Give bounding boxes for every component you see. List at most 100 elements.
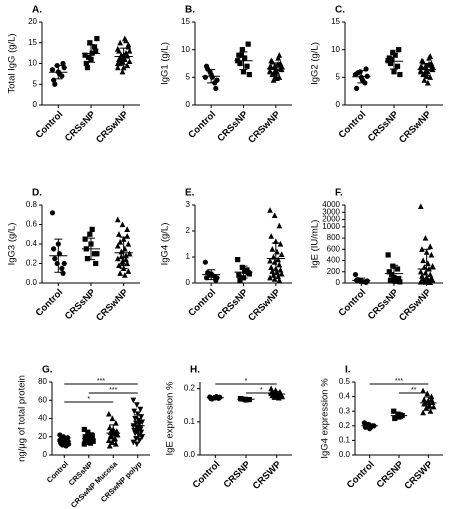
data-point (87, 40, 93, 46)
data-point (109, 439, 116, 445)
y-tick-label: 4000 (322, 200, 340, 209)
data-point (268, 385, 275, 392)
data-point (390, 263, 396, 269)
data-point (420, 387, 426, 394)
significance-label: *** (109, 387, 117, 394)
x-tick-label: CRSNP (222, 459, 254, 491)
data-point (91, 44, 98, 50)
data-point (118, 253, 125, 260)
data-point (126, 250, 133, 257)
data-point (396, 275, 402, 282)
x-tick-label: CRSNP (375, 459, 407, 491)
data-point (81, 426, 87, 433)
data-point (87, 440, 94, 446)
data-point (424, 79, 431, 86)
y-tick-label: 3000 (322, 207, 340, 216)
data-point (134, 411, 141, 418)
data-point (270, 76, 277, 83)
data-point (387, 60, 394, 67)
data-point (130, 439, 137, 446)
data-point (85, 429, 91, 435)
data-point (123, 252, 129, 259)
y-tick-label: 40 (38, 414, 47, 423)
y-tick-label: 200 (327, 267, 341, 276)
data-point (427, 279, 434, 286)
data-point (61, 260, 67, 267)
data-point (428, 393, 435, 400)
data-point (114, 242, 121, 249)
data-point (138, 414, 145, 420)
data-point (389, 57, 395, 63)
data-point (237, 60, 243, 67)
data-point (239, 264, 245, 270)
y-axis-label: IgE expression % (165, 381, 176, 455)
data-point (134, 441, 140, 448)
y-tick-label: 400 (327, 256, 341, 265)
data-point (268, 264, 275, 270)
data-point (428, 396, 435, 403)
panel-title: E. (185, 188, 195, 199)
data-point (355, 70, 361, 76)
data-point (213, 85, 219, 91)
y-tick-label: 0.4 (339, 392, 351, 401)
data-point (276, 261, 283, 268)
y-tick-label: 0.3 (339, 406, 351, 415)
data-point (49, 210, 56, 216)
data-point (275, 273, 282, 280)
significance-label: * (260, 387, 263, 394)
data-point (116, 262, 122, 269)
data-point (420, 257, 426, 264)
data-point (202, 74, 208, 80)
y-tick-label: 3 (186, 200, 191, 209)
data-point (394, 63, 401, 69)
data-point (278, 251, 285, 257)
data-point (240, 69, 247, 75)
data-point (271, 275, 278, 282)
data-point (421, 400, 427, 407)
panel-title: I. (345, 365, 351, 376)
data-point (121, 245, 128, 252)
panel-title: G. (42, 365, 53, 376)
data-point (123, 256, 129, 263)
data-point (235, 257, 241, 263)
significance-label: *** (97, 378, 105, 385)
data-point (119, 221, 126, 228)
y-tick-label: 15 (181, 17, 190, 26)
data-point (268, 233, 275, 239)
y-tick-label: 15 (28, 38, 37, 47)
data-point (246, 71, 252, 78)
data-point (387, 277, 394, 283)
significance-label: * (245, 378, 248, 385)
data-point (119, 68, 126, 75)
data-point (389, 271, 395, 278)
data-point (132, 430, 138, 437)
data-point (124, 52, 131, 59)
data-point (417, 63, 424, 70)
data-point (205, 270, 211, 276)
y-tick-label: 1000 (322, 222, 340, 231)
y-tick-label: 10 (28, 59, 37, 68)
x-tick-label: Control (186, 287, 218, 319)
data-point (131, 408, 138, 415)
data-point (209, 74, 215, 80)
x-tick-label: CRSsNP (366, 109, 401, 144)
y-tick-label: 0 (33, 100, 38, 109)
x-tick-label: Control (345, 459, 377, 491)
data-point (117, 39, 123, 46)
data-point (269, 246, 276, 252)
data-point (87, 231, 93, 237)
data-point (52, 81, 58, 87)
data-point (417, 67, 424, 74)
data-point (267, 207, 273, 213)
data-point (94, 36, 100, 42)
data-point (54, 260, 60, 267)
data-point (237, 277, 243, 283)
data-point (135, 432, 142, 439)
data-point (116, 56, 122, 62)
panel-title: C. (335, 5, 345, 16)
y-tick-label: 0.2 (184, 384, 196, 393)
data-point (209, 272, 215, 278)
data-point (86, 54, 92, 60)
y-tick-label: 0 (336, 278, 341, 287)
